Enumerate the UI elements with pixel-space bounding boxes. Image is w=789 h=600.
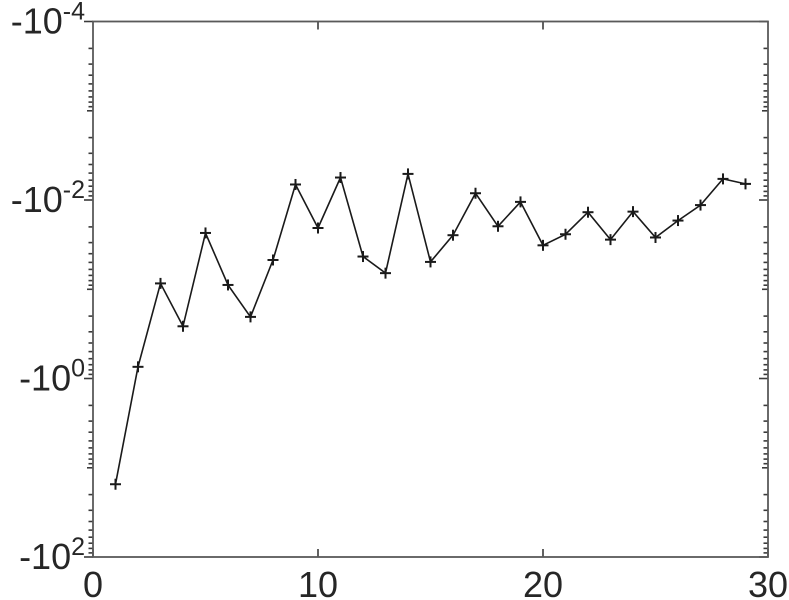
series-line [114, 173, 746, 485]
y-tick-label-exponent: -2 [63, 176, 85, 204]
y-tick-label-exponent: 2 [71, 533, 85, 561]
y-tick-label-base: -10 [19, 358, 71, 399]
x-tick-label: 0 [83, 564, 103, 600]
y-tick-label: -100 [19, 355, 85, 399]
y-tick-label-base: -10 [11, 1, 63, 42]
y-tick-label: -102 [19, 533, 85, 577]
y-tick-label: -10-4 [11, 0, 85, 42]
y-tick-label-exponent: 0 [71, 355, 85, 383]
y-tick-label-base: -10 [11, 179, 63, 220]
y-tick-label: -10-2 [11, 176, 85, 220]
y-tick-label-exponent: -4 [63, 0, 85, 26]
y-tick-label-base: -10 [19, 536, 71, 577]
x-tick-label: 20 [523, 564, 563, 600]
x-tick-label: 10 [298, 564, 338, 600]
plot-box [92, 20, 769, 558]
x-tick-label: 30 [748, 564, 788, 600]
